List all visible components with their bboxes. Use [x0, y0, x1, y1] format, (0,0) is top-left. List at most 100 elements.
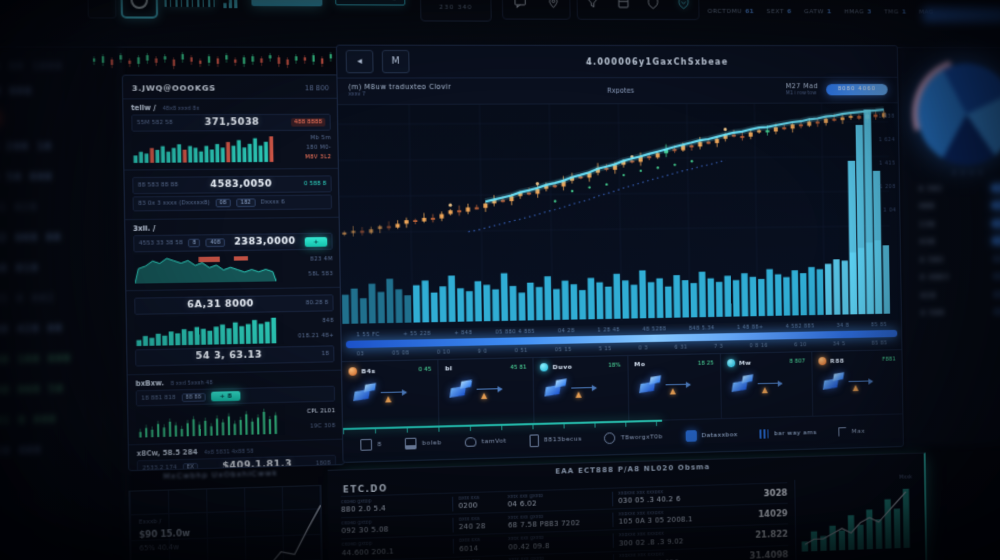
- allocation-row[interactable]: 438: [904, 236, 1000, 246]
- topbar-menu-item[interactable]: TMG 1: [884, 8, 906, 15]
- orange-dot-icon: [818, 356, 827, 366]
- market-quote-row-2: 83 0x 3 xxxx (Dxxxxx8) 08 182 Dxxxx 6: [132, 194, 333, 212]
- footer-tab-flag[interactable]: Max: [838, 427, 866, 437]
- amber-arrow-icon: [852, 384, 859, 392]
- topbar-menu-item[interactable]: ORCTOMU 61: [708, 8, 754, 15]
- table-cell: xxtx xxx gxxtb90.185 09.8: [509, 555, 609, 560]
- timeframe-pill[interactable]: 8080 4060: [826, 83, 888, 96]
- allocation-row[interactable]: 4 582: [903, 183, 1000, 192]
- x-tick-top: 05 880 4 885: [495, 328, 536, 336]
- footer-tab-globe[interactable]: T8worgxT0b: [604, 431, 663, 445]
- filter-funnel-icon[interactable]: [586, 0, 600, 9]
- market-panel-header-value: 18 800: [304, 83, 330, 92]
- insight-card-label: R88: [830, 357, 845, 365]
- market-side-value: M8V 3L2: [304, 154, 332, 161]
- watchlist-row[interactable]: 805 8 882: [0, 289, 123, 308]
- insight-card-header: Duvo 18%: [540, 361, 621, 372]
- app-logo[interactable]: [120, 0, 159, 19]
- mode-button[interactable]: M: [381, 49, 410, 74]
- footer-tab-chart[interactable]: boleb: [405, 437, 442, 450]
- x-tick-top: + 848: [454, 329, 473, 337]
- insight-card[interactable]: Mo 18 25: [626, 354, 721, 421]
- footer-tab-db[interactable]: Dataxxbox: [685, 429, 738, 442]
- watchlist-row[interactable]: 882 088 88: [0, 229, 122, 247]
- main-chart[interactable]: 1 838 1 624 1 415 1 208 1 04: [337, 103, 901, 331]
- market-section[interactable]: bxBxw. 8 xxd 5xxxh 48 18 881 818 88 88 + 8 CP…: [127, 369, 344, 445]
- back-button[interactable]: ◂: [345, 49, 374, 74]
- market-buy-button[interactable]: + 8: [210, 391, 241, 402]
- market-section[interactable]: teilw / 48x8 xxxd 8x 55M 582 58 371,5038 488…: [123, 99, 339, 170]
- footer-tab-bars[interactable]: bar way ams: [759, 428, 817, 439]
- chat-icon[interactable]: [513, 0, 527, 9]
- footer-tab-cloud[interactable]: tamVot: [464, 436, 507, 447]
- market-section[interactable]: 88 583 88 88 4583,0050 0 588 8 83 0x 3 xxxx…: [124, 167, 340, 220]
- amber-arrow-icon: [385, 396, 392, 403]
- footer-tab-doc[interactable]: 8813becus: [529, 433, 582, 447]
- table-cell-value: 240 28: [458, 522, 486, 532]
- insight-card-header: B4s 0 45: [348, 366, 431, 376]
- table-cell: xx8xxk xxx xxxbxx 300 02 .8 .3 9.02: [612, 529, 737, 549]
- x-tick-bottom: 05 15: [554, 346, 572, 354]
- market-section[interactable]: x8Cw, 58.5 284 4x8 5831 4x88 58 2533.2 174…: [128, 438, 345, 472]
- watchlist-row[interactable]: 888 808 58: [0, 380, 125, 400]
- insight-card[interactable]: Duvo 18%: [532, 356, 628, 423]
- x-tick-top: + 55 228: [402, 330, 432, 338]
- market-quote-change: 80.28 8: [305, 299, 329, 307]
- watchlist-row[interactable]: 828 888: [0, 440, 126, 461]
- allocation-row-label: 4 582: [918, 184, 944, 193]
- watchlist-row[interactable]: 088 428 88: [0, 319, 124, 338]
- allocation-row[interactable]: 4 588: [905, 307, 1000, 318]
- shield-icon[interactable]: [647, 0, 660, 9]
- watchlist-row[interactable]: 881 828: [0, 199, 122, 217]
- chart-toolbar: ◂ M 4.000006y1GaxChSxbeae: [336, 45, 898, 79]
- watchlist-row[interactable]: 08 58 888: [0, 168, 121, 186]
- insight-card[interactable]: B4s 0 45: [342, 360, 439, 428]
- location-pin-icon[interactable]: [546, 0, 560, 9]
- shield-active-icon[interactable]: [677, 0, 690, 9]
- topbar-menu-item[interactable]: HMAG 3: [844, 8, 871, 15]
- chart-center-label: Rxpotes: [606, 86, 635, 95]
- chart-mode-label: M27 Mad: [785, 82, 819, 91]
- insight-card[interactable]: bl 45 81: [437, 358, 534, 426]
- market-spark-row: 848 018.21 48+: [134, 313, 334, 348]
- watchlist-row[interactable]: 48 188 880: [0, 86, 120, 98]
- footer-tab-square[interactable]: 8: [360, 438, 382, 451]
- watchlist-row[interactable]: 481 8 888: [0, 410, 125, 430]
- insight-card-value: 18%: [608, 362, 621, 369]
- market-section[interactable]: 3xli. / 4553 33 38 58 8 408 2383,0000 +823 4M…: [125, 216, 341, 291]
- insight-card[interactable]: Mw 8 807: [719, 352, 813, 419]
- allocation-row[interactable]: 138: [903, 218, 1000, 229]
- allocation-row[interactable]: 428: [904, 289, 1000, 299]
- topbar-menu-item[interactable]: GATW 1: [804, 8, 831, 15]
- menu-item-label: SEXT: [766, 7, 785, 16]
- cube-small-icon: [363, 382, 377, 393]
- watchlist-row[interactable]: 888 188 888: [0, 350, 124, 370]
- market-row2-label: 83 0x 3 xxxx (Dxxxxx8): [138, 199, 210, 208]
- watchlist-row[interactable]: 88 208 18: [0, 138, 121, 155]
- allocation-row[interactable]: 4 580: [904, 254, 1000, 264]
- market-section-sublabel: 8 xxd 5xxxh 48: [170, 379, 213, 388]
- market-section[interactable]: 6A,31 8000 80.28 8 848 018.21 48+ 54 3, 63.1…: [126, 286, 343, 375]
- market-panel-header: 3.JWQ@OOOKGS 18 800: [122, 75, 338, 100]
- calendar-icon[interactable]: [616, 0, 630, 9]
- allocation-row[interactable]: 488: [903, 201, 1000, 211]
- chart-subheader: (m) M8uw traduxteo Clovir xxxv 7 Rxpotes…: [337, 77, 898, 106]
- allocation-row[interactable]: 4 4883: [904, 271, 1000, 282]
- topbar-action-button[interactable]: Sawn tivh bdog: [335, 0, 406, 6]
- x-tick-bottom: 85 85: [871, 340, 888, 347]
- watchlist-text: 881 828: [0, 202, 39, 214]
- market-buy-button[interactable]: +: [304, 236, 328, 247]
- x-tick-bottom: 34 5: [832, 341, 846, 348]
- topbar-menu-item[interactable]: SEXT 6: [767, 8, 792, 15]
- sparkline-chart: [137, 406, 279, 438]
- watchlist-text: 805 8 882: [0, 292, 56, 306]
- watchlist-row[interactable]: 488 818: [0, 259, 123, 278]
- market-quote-change: 1808: [315, 460, 331, 467]
- topbar-shortcut-panel[interactable]: F ≡ 230 340: [419, 0, 492, 22]
- insight-card[interactable]: R88 F881: [811, 350, 903, 416]
- x-tick-bottom: 5 15: [598, 345, 612, 353]
- market-quote-value: 2383,0000: [233, 236, 296, 248]
- allocation-row-label: 4 588: [920, 308, 946, 318]
- quick-value-field[interactable]: 1880000: [251, 0, 323, 7]
